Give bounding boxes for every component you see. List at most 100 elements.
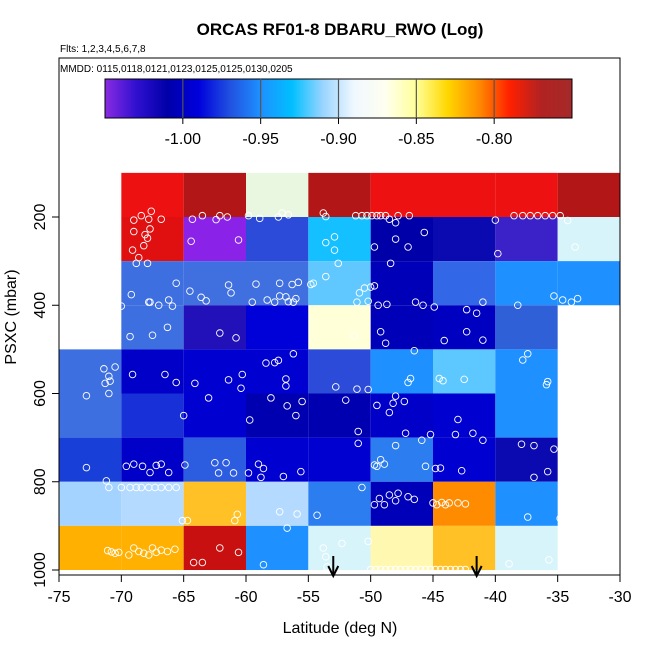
sample-point [252, 280, 260, 288]
arrow-markers [327, 556, 483, 579]
sample-point [429, 499, 437, 507]
sample-point [262, 359, 270, 367]
sample-point [391, 496, 400, 505]
sample-point [406, 565, 415, 574]
sample-point [330, 246, 339, 254]
heatmap-cell [59, 525, 122, 570]
sample-point [270, 298, 279, 306]
sample-point [275, 279, 284, 287]
sample-point [391, 218, 400, 227]
heatmap-cell [308, 349, 371, 394]
sample-point [216, 211, 224, 220]
sample-point [510, 211, 518, 220]
sample-point [140, 549, 148, 557]
sample-point [130, 227, 138, 236]
sample-point [461, 500, 470, 508]
sample-point [111, 363, 119, 371]
sample-point [517, 440, 526, 448]
sample-point [284, 211, 293, 219]
sample-point [111, 549, 119, 557]
sample-point [82, 463, 91, 472]
sample-point [161, 370, 169, 379]
heatmap-cell [433, 437, 496, 482]
heatmap-cell [246, 481, 309, 526]
sample-point [454, 415, 462, 424]
sample-point [245, 416, 254, 424]
sample-point [157, 215, 165, 223]
sample-point [410, 346, 419, 355]
sample-point [105, 389, 113, 398]
sample-point [216, 329, 224, 337]
sample-point [234, 236, 243, 244]
heatmap-cell [370, 437, 433, 482]
sample-point [154, 301, 163, 310]
heatmap-cell [495, 217, 558, 262]
sample-point [270, 358, 279, 367]
sample-point [334, 259, 343, 268]
sample-point [472, 309, 481, 317]
sample-point [385, 491, 394, 499]
sample-point [292, 294, 300, 303]
sample-point [128, 370, 137, 379]
sample-point [556, 514, 564, 523]
sample-point [229, 469, 238, 477]
heatmap-cell [495, 481, 558, 526]
sample-point [234, 548, 243, 557]
sample-point [330, 233, 339, 241]
sample-point [523, 513, 532, 521]
sample-point [244, 211, 253, 220]
sample-point [130, 460, 138, 468]
heatmap-cell [370, 217, 433, 262]
sample-point [386, 565, 395, 574]
sample-point [189, 558, 198, 567]
heatmap-cell [370, 525, 433, 570]
sample-point [435, 374, 443, 383]
sample-point [541, 211, 549, 220]
sample-point [283, 402, 291, 410]
sample-point [106, 377, 114, 385]
heatmap-cell [246, 217, 309, 262]
sample-point [385, 215, 394, 223]
sample-point [526, 211, 534, 220]
sample-point [373, 211, 381, 220]
sample-point [309, 279, 318, 287]
sample-point [426, 430, 435, 439]
sample-point [186, 287, 194, 295]
sample-point [322, 238, 330, 247]
heatmap-cell [59, 481, 122, 526]
heatmap-cell [59, 437, 122, 482]
sample-point [322, 272, 330, 281]
sample-point [530, 473, 538, 482]
sample-point [375, 494, 384, 503]
sample-point [322, 212, 330, 221]
sample-point [491, 216, 500, 224]
sample-point [406, 374, 415, 383]
sample-point [323, 563, 331, 571]
heatmap-cell [433, 261, 496, 306]
sample-point [227, 289, 235, 297]
sample-point [293, 510, 301, 518]
heatmap-cell [121, 172, 184, 217]
sample-point [284, 297, 293, 306]
sample-point [383, 300, 391, 309]
sample-point [105, 483, 113, 492]
heatmap-cell [246, 525, 309, 570]
chart-title: ORCAS RF01-8 DBARU_RWO (Log) [197, 20, 484, 39]
y-tick-label: 400 [32, 292, 49, 319]
flights-subtitle: Flts: 1,2,3,4,5,6,7,8 [60, 44, 146, 55]
sample-point [137, 483, 146, 492]
sample-point [211, 459, 219, 467]
sample-point [183, 516, 192, 525]
sample-point [267, 394, 275, 402]
sample-point [358, 211, 366, 220]
sample-point [542, 380, 551, 389]
heatmap-cell [308, 172, 371, 217]
sample-point [233, 510, 242, 519]
sample-point [404, 493, 412, 501]
sample-point [386, 259, 395, 268]
heatmap-cell [121, 525, 184, 570]
heatmap-cell [183, 481, 246, 526]
heatmap-cell [433, 481, 496, 526]
sample-point [418, 436, 426, 445]
